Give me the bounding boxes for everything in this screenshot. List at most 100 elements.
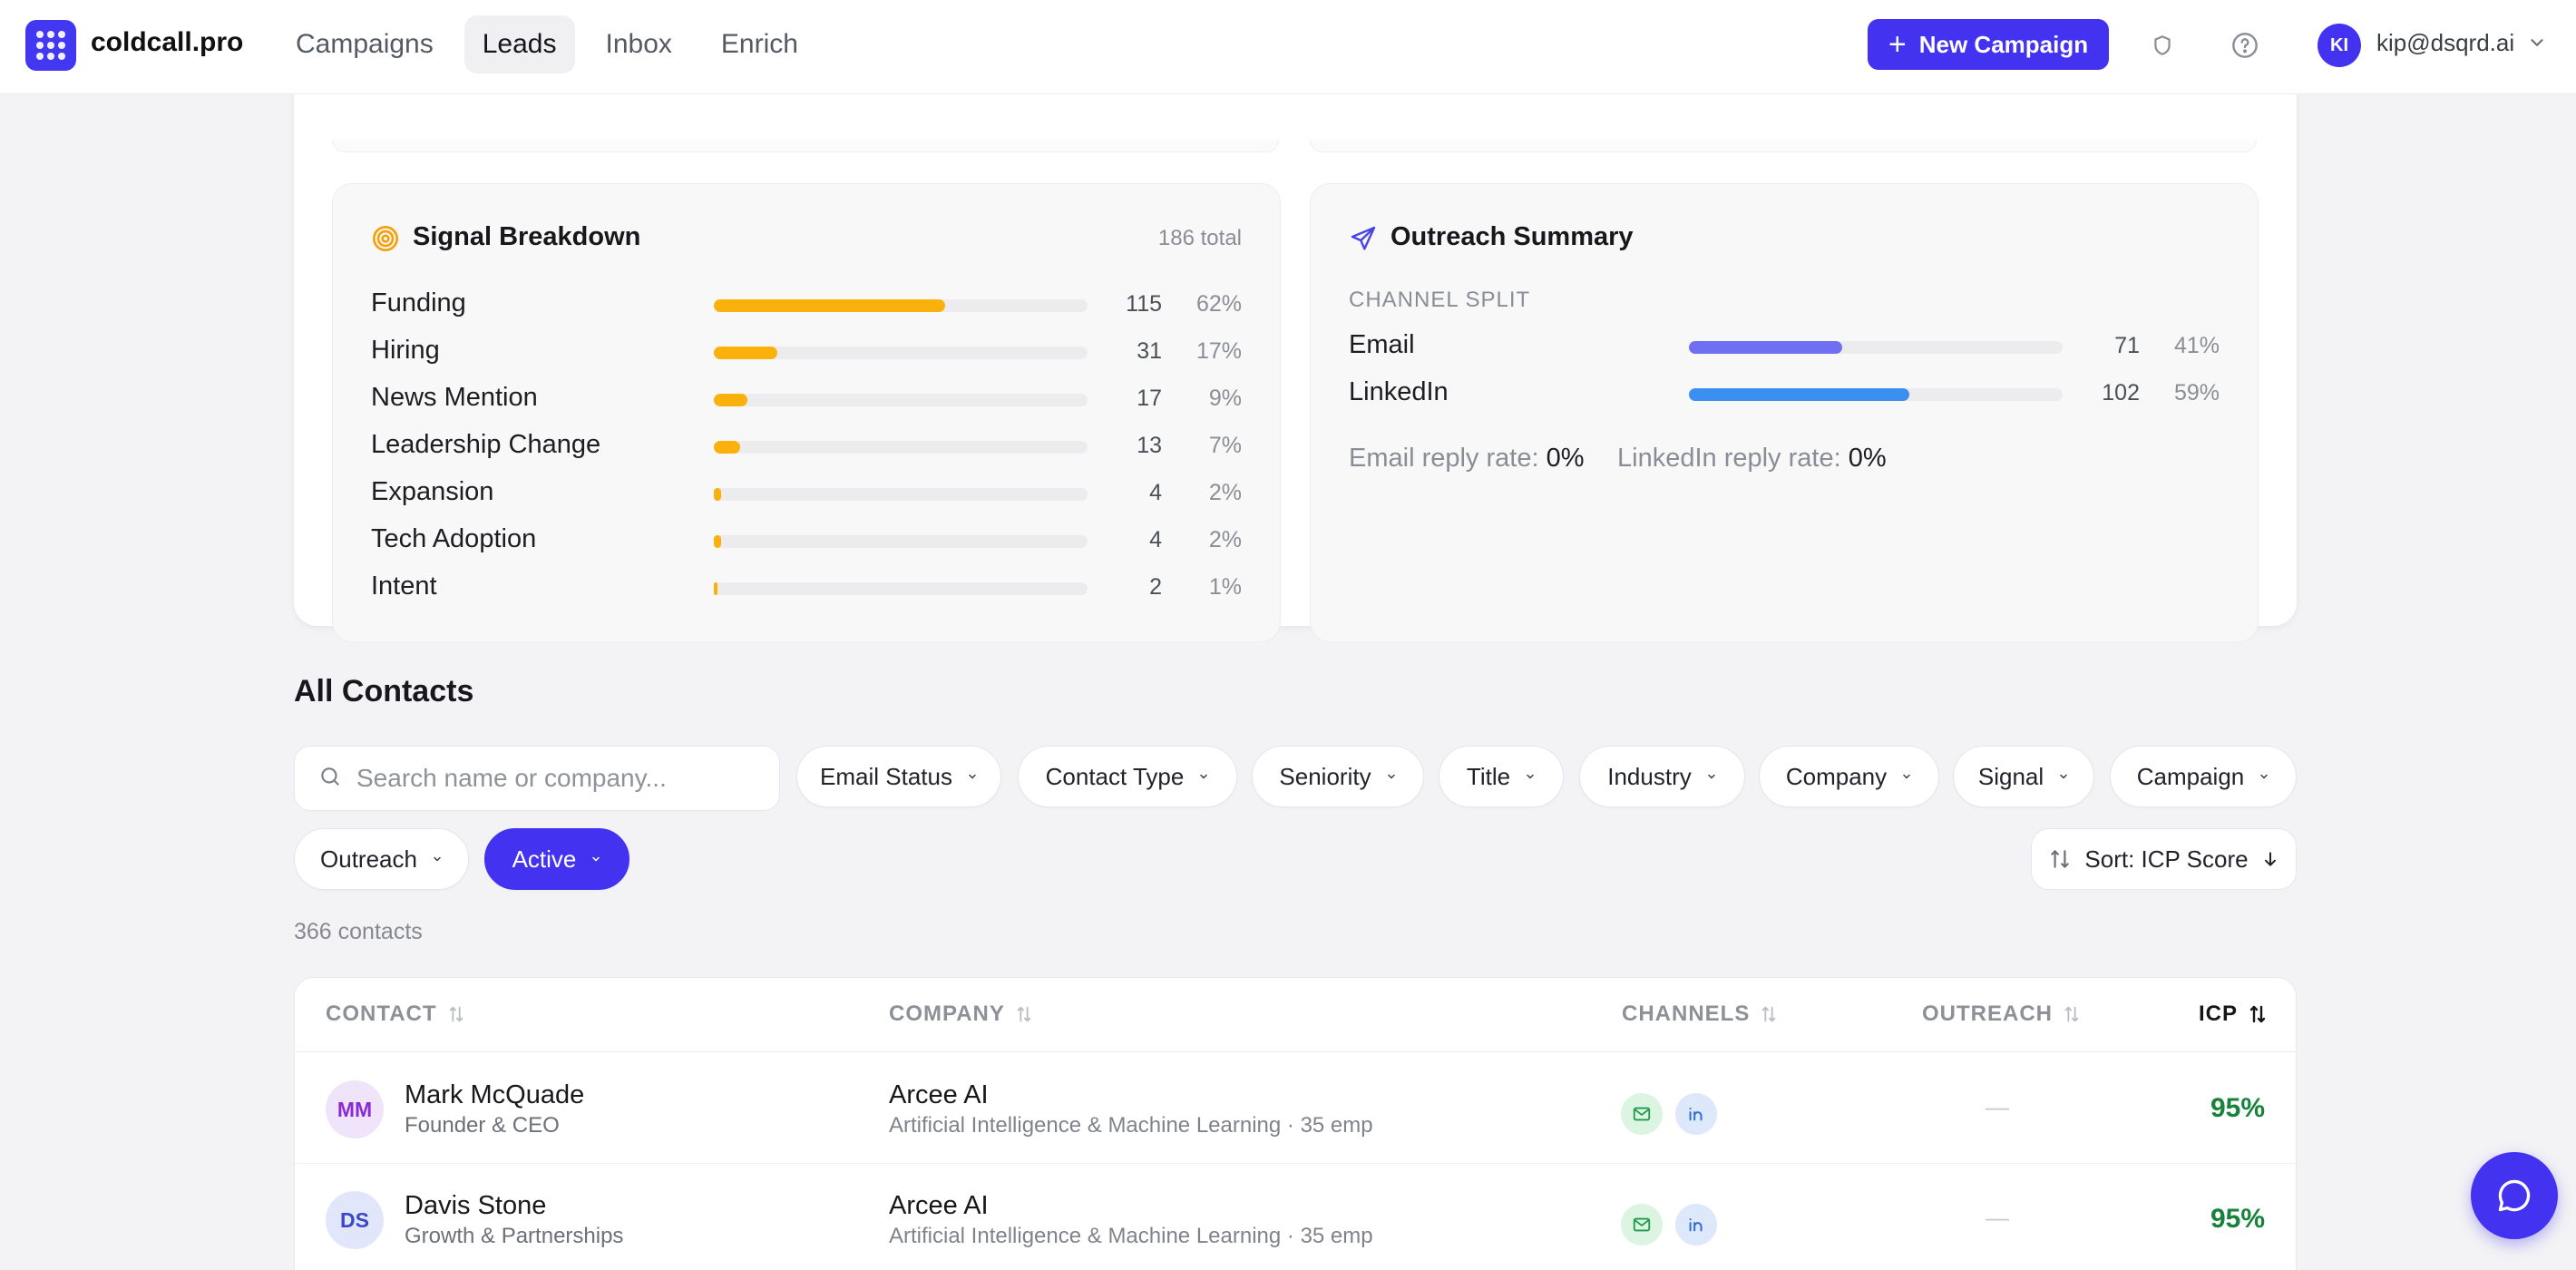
active-filter-chip[interactable]: Active [484, 828, 629, 890]
signal-row: Tech Adoption 4 2% [333, 523, 1280, 559]
outreach-status: — [1986, 1093, 2009, 1120]
filter-signal-dropdown[interactable]: Signal [1953, 746, 2094, 807]
sort-icon [449, 1006, 463, 1022]
send-icon [1349, 224, 1378, 258]
signal-label: Funding [371, 288, 466, 318]
nav-tab-leads[interactable]: Leads [463, 15, 575, 73]
table-row[interactable]: MM Mark McQuade Founder & CEO Arcee AI Artif… [295, 1053, 2296, 1164]
signal-bar-fill [714, 441, 740, 454]
channel-bar-fill [1689, 341, 1842, 354]
brand-name[interactable]: coldcall.pro [91, 27, 244, 57]
column-label: CONTACT [326, 1001, 437, 1026]
filter-title-dropdown[interactable]: Title [1439, 746, 1564, 807]
channel-label: LinkedIn [1349, 377, 1449, 406]
nav-tab-campaigns[interactable]: Campaigns [296, 29, 434, 59]
column-header-channels[interactable]: CHANNELS [1622, 1001, 1779, 1027]
signal-count: 4 [1149, 480, 1162, 505]
icp-score: 95% [2210, 1093, 2265, 1123]
filter-label: Campaign [2136, 762, 2245, 790]
chevron-down-icon [2060, 774, 2067, 779]
column-header-company[interactable]: COMPANY [889, 1001, 1034, 1027]
signal-count: 17 [1137, 386, 1162, 411]
nav-tab-inbox[interactable]: Inbox [605, 29, 672, 59]
logo-icon[interactable] [25, 20, 76, 71]
shield-icon[interactable] [2144, 27, 2181, 64]
signal-row: Expansion 4 2% [333, 475, 1280, 512]
signal-label: News Mention [371, 383, 538, 412]
signal-percent: 7% [1208, 433, 1242, 458]
column-label: OUTREACH [1922, 1001, 2053, 1026]
analytics-card: Signal Breakdown 186 total Funding 115 62%… [294, 54, 2297, 642]
signal-row: Leadership Change 13 7% [333, 428, 1280, 464]
filter-label: Contact Type [1045, 762, 1185, 790]
search-input[interactable] [356, 764, 756, 793]
plus-icon: + [1888, 27, 1907, 62]
filter-contact-type-dropdown[interactable]: Contact Type [1018, 746, 1237, 807]
linkedin-channel-icon[interactable] [1675, 1093, 1717, 1135]
signal-label: Expansion [371, 477, 494, 506]
signal-bar-track [714, 535, 1088, 548]
chat-icon [2498, 1179, 2531, 1212]
filter-outreach-dropdown[interactable]: Outreach [294, 828, 469, 890]
column-label: COMPANY [889, 1001, 1005, 1026]
column-header-icp[interactable]: ICP [2199, 1001, 2269, 1027]
contact-name[interactable]: Mark McQuade [405, 1080, 585, 1109]
signal-percent: 2% [1208, 527, 1242, 552]
nav-tab-enrich[interactable]: Enrich [720, 29, 798, 59]
search-icon [318, 765, 342, 793]
channel-row: LinkedIn 102 59% [1311, 376, 2258, 412]
chevron-down-icon [1387, 774, 1395, 779]
filter-label: Company [1785, 762, 1888, 790]
signal-count: 4 [1149, 527, 1162, 552]
channel-bar-track [1689, 341, 2063, 354]
contacts-table: CONTACT COMPANY CHANNELS OUTREACH ICP MM… [294, 977, 2297, 1270]
filter-company-dropdown[interactable]: Company [1759, 746, 1939, 807]
column-header-contact[interactable]: CONTACT [326, 1001, 466, 1027]
email-channel-icon[interactable] [1621, 1204, 1663, 1246]
chevron-down-icon [592, 856, 600, 862]
signal-percent: 9% [1208, 386, 1242, 411]
chevron-down-icon[interactable] [2527, 33, 2547, 57]
signal-bar-fill [714, 394, 747, 406]
filter-seniority-dropdown[interactable]: Seniority [1252, 746, 1424, 807]
contact-name[interactable]: Davis Stone [405, 1191, 547, 1220]
signal-bar-track [714, 488, 1088, 501]
help-icon[interactable] [2227, 27, 2263, 64]
signal-bar-track [714, 441, 1088, 454]
email-channel-icon[interactable] [1621, 1093, 1663, 1135]
sort-label: Sort: ICP Score [2084, 845, 2249, 873]
signal-count: 31 [1137, 338, 1162, 364]
chevron-down-icon [1708, 774, 1715, 779]
signal-bar-track [714, 394, 1088, 406]
search-box[interactable] [294, 746, 780, 811]
column-header-outreach[interactable]: OUTREACH [1922, 1001, 2082, 1027]
channel-bar-track [1689, 388, 2063, 401]
channel-bar-fill [1689, 388, 1909, 401]
signal-breakdown-panel: Signal Breakdown 186 total Funding 115 62%… [332, 183, 1281, 642]
sort-icon [2064, 1006, 2079, 1022]
chat-button[interactable] [2471, 1152, 2558, 1239]
linkedin-channel-icon[interactable] [1675, 1204, 1717, 1246]
user-avatar[interactable]: KI [2317, 24, 2361, 67]
chevron-down-icon [1527, 774, 1534, 779]
card-edge [332, 140, 1279, 152]
filter-label: Email Status [820, 762, 952, 790]
company-name[interactable]: Arcee AI [889, 1191, 989, 1220]
chevron-down-icon [969, 774, 976, 779]
signal-percent: 1% [1208, 574, 1242, 600]
new-campaign-label: New Campaign [1918, 30, 2089, 58]
company-name[interactable]: Arcee AI [889, 1080, 989, 1109]
table-row[interactable]: DS Davis Stone Growth & Partnerships Arcee … [295, 1164, 2296, 1270]
filter-industry-dropdown[interactable]: Industry [1579, 746, 1745, 807]
signal-row: Funding 115 62% [333, 287, 1280, 323]
filter-campaign-dropdown[interactable]: Campaign [2110, 746, 2297, 807]
filter-email-status-dropdown[interactable]: Email Status [796, 746, 1001, 807]
linkedin-reply-value: 0% [1848, 444, 1887, 473]
chevron-down-icon [2260, 774, 2268, 779]
signal-bar-fill [714, 488, 721, 501]
new-campaign-button[interactable]: + New Campaign [1868, 19, 2109, 70]
user-email[interactable]: kip@dsqrd.ai [2376, 29, 2515, 56]
arrow-down-icon [2264, 852, 2276, 866]
sort-button[interactable]: Sort: ICP Score [2031, 828, 2297, 890]
filter-label: Seniority [1279, 762, 1371, 790]
